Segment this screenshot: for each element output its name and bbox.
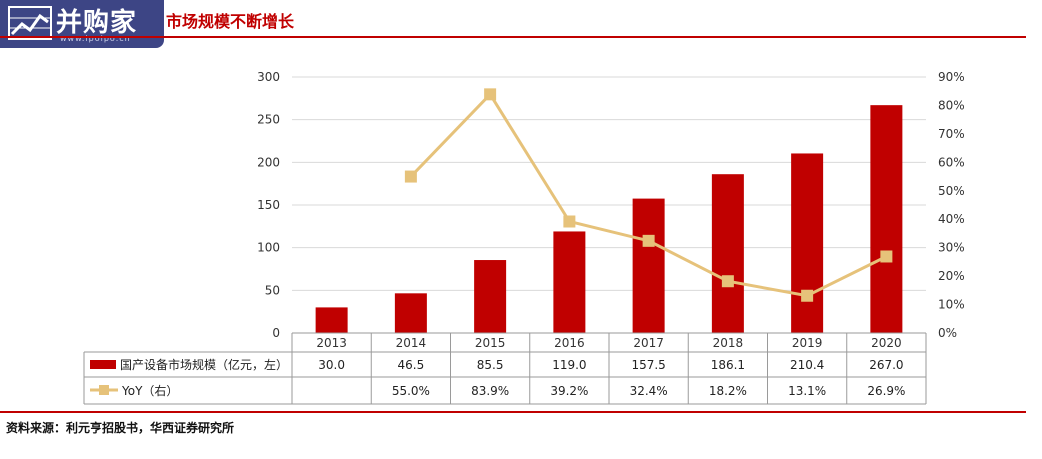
yoy-value-label: 32.4% [630,384,668,398]
yoy-value-label: 83.9% [471,384,509,398]
x-tick-label: 2013 [316,336,347,350]
bar [632,198,665,333]
y-left-tick-label: 100 [257,241,280,255]
yoy-value-label: 39.2% [550,384,588,398]
y-left-tick-label: 150 [257,198,280,212]
top-divider [0,36,1026,38]
bar-value-label: 119.0 [552,358,586,372]
bar [474,260,507,333]
bar-value-label: 210.4 [790,358,824,372]
x-tick-label: 2019 [792,336,823,350]
y-right-tick-label: 60% [938,155,965,169]
bar [791,153,824,333]
bar-value-label: 30.0 [318,358,345,372]
yoy-value-label: 55.0% [392,384,430,398]
source-note: 资料来源：利元亨招股书，华西证券研究所 [6,421,235,435]
logo-chart-icon [8,6,52,40]
y-left-tick-label: 300 [257,70,280,84]
y-right-tick-label: 30% [938,241,965,255]
y-right-tick-label: 20% [938,269,965,283]
y-left-tick-label: 50 [265,283,280,297]
bar [870,105,903,333]
x-tick-label: 2014 [396,336,427,350]
bar-value-label: 85.5 [477,358,504,372]
yoy-marker [484,88,497,101]
y-left-tick-label: 0 [272,326,280,340]
y-right-tick-label: 70% [938,127,965,141]
bar-value-label: 157.5 [631,358,665,372]
yoy-marker [642,234,655,247]
logo-text: 并购家 [56,8,138,38]
bar [553,231,586,333]
yoy-marker [563,215,576,228]
legend-bar-label: 国产设备市场规模（亿元，左） [120,357,288,372]
legend-line-marker [99,385,109,395]
y-right-tick-label: 50% [938,184,965,198]
yoy-marker [880,250,893,263]
x-tick-label: 2018 [713,336,744,350]
y-right-tick-label: 90% [938,70,965,84]
yoy-value-label: 18.2% [709,384,747,398]
yoy-marker [801,289,814,302]
x-tick-label: 2020 [871,336,902,350]
yoy-value-label: 26.9% [867,384,905,398]
bar-value-label: 267.0 [869,358,903,372]
y-left-tick-label: 200 [257,155,280,169]
yoy-value-label: 13.1% [788,384,826,398]
yoy-marker [721,275,734,288]
y-right-tick-label: 0% [938,326,957,340]
x-tick-label: 2017 [633,336,664,350]
page-title: 市场规模不断增长 [166,12,295,31]
logo-url: www.ipoipo.cn [60,34,131,43]
bar [394,293,427,333]
x-tick-label: 2015 [475,336,506,350]
y-right-tick-label: 10% [938,298,965,312]
y-right-tick-label: 40% [938,212,965,226]
x-tick-label: 2016 [554,336,585,350]
bottom-divider [0,411,1026,413]
bar [711,174,744,333]
legend-bar-swatch [90,360,116,369]
bar [315,307,348,333]
y-left-tick-label: 250 [257,113,280,127]
bar-value-label: 46.5 [398,358,425,372]
y-right-tick-label: 80% [938,98,965,112]
yoy-marker [404,170,417,183]
bar-value-label: 186.1 [711,358,745,372]
legend-line-label: YoY（右） [121,383,178,398]
logo: 并购家 www.ipoipo.cn [0,0,164,48]
